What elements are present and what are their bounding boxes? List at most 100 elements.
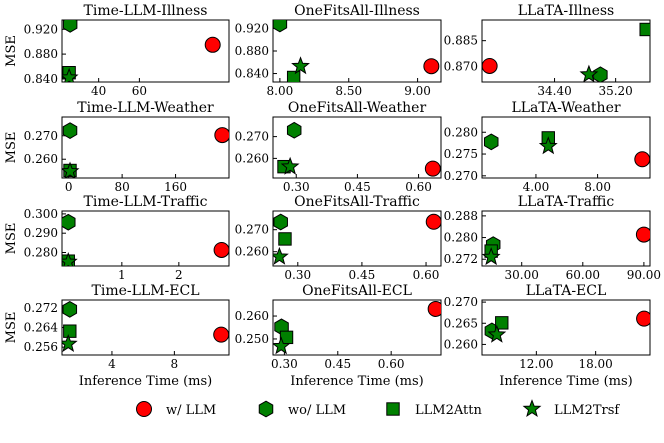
- y-tick-label: 0.840: [235, 67, 269, 81]
- x-tick-label: 90.00: [627, 268, 661, 282]
- x-tick-label: 0: [65, 180, 73, 194]
- x-tick-label: 8.50: [335, 84, 362, 98]
- plot-frame: [61, 299, 230, 356]
- x-axis-label: Inference Time (ms): [79, 374, 213, 389]
- y-tick-label: 0.290: [24, 226, 58, 240]
- point-llm2attn: [495, 316, 509, 330]
- plot-frame: [272, 210, 442, 267]
- point-llm2trsf: [62, 252, 78, 266]
- y-tick-label: 0.870: [444, 60, 478, 74]
- point-llm2attn: [63, 324, 77, 338]
- x-tick-label: 2: [175, 268, 183, 282]
- plot-frame: [61, 210, 230, 267]
- x-tick-label: 30.00: [505, 268, 539, 282]
- point-llm2trsf: [487, 324, 507, 343]
- point-llm2attn: [278, 232, 292, 246]
- point-wo-llm: [273, 213, 288, 231]
- point-wo-llm: [273, 20, 288, 33]
- point-llm2trsf: [273, 336, 291, 355]
- point-w-llm: [213, 241, 229, 258]
- point-w-llm: [214, 127, 229, 144]
- y-tick-label: 0.260: [235, 245, 269, 259]
- plot-frame: [481, 19, 651, 83]
- x-tick-label: 18.00: [578, 357, 612, 371]
- legend-label: LLM2Trsf: [554, 403, 620, 418]
- y-tick-label: 0.272: [24, 301, 58, 315]
- point-w-llm: [424, 160, 441, 177]
- y-tick-label: 0.300: [24, 207, 58, 221]
- y-tick-label: 0.920: [24, 22, 58, 36]
- legend-label: wo/ LLM: [288, 403, 346, 418]
- x-tick-label: 1: [118, 268, 126, 282]
- point-w-llm: [423, 58, 440, 75]
- point-wo-llm: [483, 133, 499, 151]
- y-tick-label: 0.260: [235, 309, 269, 323]
- plot-frame: [61, 116, 230, 179]
- subplot-title: OneFitsAll-Weather: [288, 100, 427, 116]
- subplot-title: Time-LLM-ECL: [92, 283, 200, 299]
- x-tick-label: 160: [164, 180, 187, 194]
- point-llm2attn: [639, 22, 650, 37]
- x-tick-label: 0.45: [344, 180, 371, 194]
- y-tick-label: 0.265: [444, 316, 478, 330]
- point-w-llm: [635, 226, 650, 243]
- x-tick-label: 34.40: [537, 84, 571, 98]
- legend-marker-w-llm: [136, 401, 152, 417]
- point-llm2trsf: [579, 64, 599, 82]
- point-llm2trsf: [280, 156, 300, 175]
- y-tick-label: 0.270: [235, 223, 269, 237]
- subplot-title: OneFitsAll-Illness: [294, 3, 420, 19]
- x-tick-label: 60.00: [566, 268, 600, 282]
- point-wo-llm: [62, 20, 78, 33]
- subplot-title: LLaTA-Traffic: [518, 194, 615, 210]
- y-axis-label: MSE: [4, 35, 19, 67]
- subplot-time-llm-weather: Time-LLM-Weather 0 80 160 0.260 0.270 MSE: [4, 100, 230, 194]
- legend-marker-llm2trsf: [522, 399, 542, 418]
- legend: w/ LLM wo/ LLM LLM2Attn LLM2Trsf: [136, 399, 620, 418]
- y-tick-label: 0.270: [235, 130, 269, 144]
- x-tick-label: 8: [171, 357, 179, 371]
- point-wo-llm: [286, 121, 302, 139]
- y-tick-label: 0.260: [24, 152, 58, 166]
- point-w-llm: [425, 213, 441, 230]
- subplot-onefitsall-ecl: OneFitsAll-ECL 0.30 0.45 0.60 0.250 0.260 Infe…: [235, 283, 442, 389]
- y-tick-label: 0.288: [444, 209, 478, 223]
- point-llm2trsf: [482, 247, 501, 266]
- subplot-time-llm-illness: Time-LLM-Illness 40 60 0.840 0.880 0.920 MSE: [4, 3, 230, 98]
- point-w-llm: [213, 326, 229, 343]
- legend-label: LLM2Attn: [415, 403, 482, 418]
- x-tick-label: 0.45: [349, 268, 376, 282]
- point-w-llm: [634, 151, 650, 168]
- y-tick-label: 0.264: [24, 321, 59, 335]
- x-axis-label: Inference Time (ms): [499, 374, 633, 389]
- point-llm2trsf: [62, 334, 78, 352]
- x-tick-label: 0.30: [284, 268, 311, 282]
- plot-frame: [61, 19, 230, 83]
- subplot-llata-ecl: LLaTA-ECL 12.00 18.00 0.260 0.265 0.270 Infere…: [444, 283, 651, 389]
- y-tick-label: 0.920: [235, 21, 269, 35]
- subplot-onefitsall-illness: OneFitsAll-Illness 8.00 8.50 9.00 0.840 0.880…: [235, 3, 442, 98]
- y-tick-label: 0.272: [444, 252, 478, 266]
- point-w-llm: [482, 57, 498, 74]
- y-tick-label: 0.260: [444, 337, 478, 351]
- subplot-title: Time-LLM-Illness: [84, 3, 208, 19]
- point-llm2trsf: [62, 161, 80, 178]
- legend-label: w/ LLM: [166, 403, 216, 418]
- subplot-llata-weather: LLaTA-Weather 4.00 8.00 0.270 0.275 0.280: [444, 100, 651, 194]
- y-tick-label: 0.260: [235, 151, 269, 165]
- point-w-llm: [204, 36, 221, 53]
- subplot-title: LLaTA-ECL: [526, 283, 607, 299]
- point-wo-llm: [62, 213, 76, 231]
- x-tick-label: 60: [132, 84, 147, 98]
- plot-frame: [481, 299, 651, 356]
- x-tick-label: 4: [108, 357, 116, 371]
- y-tick-label: 0.270: [24, 129, 58, 143]
- x-tick-label: 0.30: [283, 180, 310, 194]
- plot-frame: [481, 116, 651, 179]
- x-tick-label: 0.60: [378, 357, 405, 371]
- x-tick-label: 80: [114, 180, 129, 194]
- y-tick-label: 0.840: [24, 72, 58, 86]
- y-tick-label: 0.250: [235, 332, 269, 346]
- subplot-llata-illness: LLaTA-Illness 34.40 35.20 0.870 0.885: [444, 3, 651, 98]
